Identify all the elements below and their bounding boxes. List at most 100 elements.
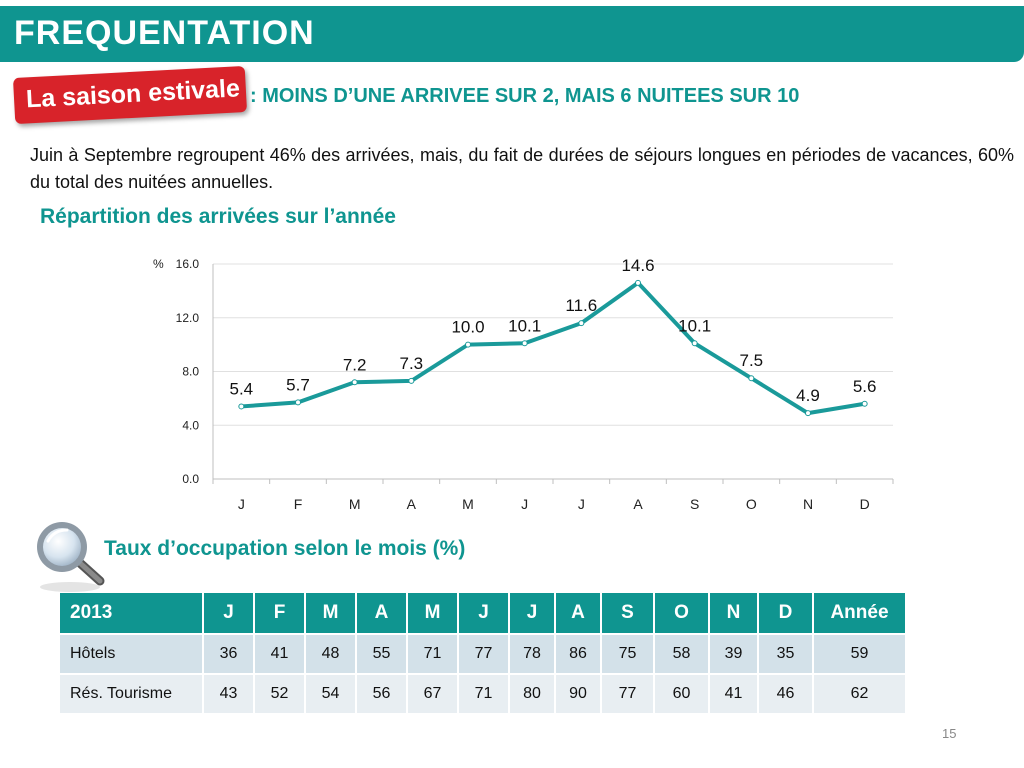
header-cell: J bbox=[204, 593, 255, 633]
table-row: Rés. Tourisme 43 52 54 56 67 71 80 90 77… bbox=[60, 673, 907, 713]
header-cell: N bbox=[710, 593, 759, 633]
header-cell: Année bbox=[814, 593, 907, 633]
table-cell: 41 bbox=[710, 673, 759, 713]
header-cell: A bbox=[357, 593, 408, 633]
header-cell: M bbox=[306, 593, 357, 633]
header-cell: J bbox=[459, 593, 510, 633]
table-cell: 52 bbox=[255, 673, 306, 713]
table-cell: 71 bbox=[459, 673, 510, 713]
header-bar: FREQUENTATION bbox=[0, 6, 1024, 62]
header-cell: A bbox=[556, 593, 602, 633]
table-cell: 75 bbox=[602, 633, 655, 673]
header-cell: F bbox=[255, 593, 306, 633]
data-point bbox=[295, 399, 301, 406]
table-cell: 58 bbox=[655, 633, 710, 673]
table-cell: 54 bbox=[306, 673, 357, 713]
page-title: FREQUENTATION bbox=[14, 14, 315, 52]
table-cell: 59 bbox=[814, 633, 907, 673]
x-tick-label: A bbox=[407, 496, 417, 512]
data-point bbox=[748, 375, 755, 382]
table-cell: 62 bbox=[814, 673, 907, 713]
data-label: 14.6 bbox=[621, 256, 654, 275]
data-point bbox=[238, 403, 245, 410]
data-point bbox=[805, 410, 811, 417]
header-cell: O bbox=[655, 593, 710, 633]
y-axis-unit-label: % bbox=[153, 257, 164, 271]
header-cell: M bbox=[408, 593, 459, 633]
table-cell: 60 bbox=[655, 673, 710, 713]
x-tick-label: N bbox=[803, 496, 813, 512]
row-label: Rés. Tourisme bbox=[60, 673, 204, 713]
data-label: 10.1 bbox=[678, 316, 711, 335]
data-label: 5.6 bbox=[853, 377, 877, 396]
table-cell: 46 bbox=[759, 673, 814, 713]
y-tick-label: 12.0 bbox=[176, 311, 200, 325]
x-tick-label: J bbox=[578, 496, 585, 512]
data-label: 5.4 bbox=[230, 379, 254, 398]
data-label: 4.9 bbox=[796, 386, 820, 405]
header-cell: J bbox=[510, 593, 556, 633]
table-cell: 55 bbox=[357, 633, 408, 673]
x-tick-label: A bbox=[633, 496, 643, 512]
data-point bbox=[465, 341, 471, 348]
data-point bbox=[408, 377, 415, 384]
table-cell: 39 bbox=[710, 633, 759, 673]
table-cell: 80 bbox=[510, 673, 556, 713]
data-label: 7.3 bbox=[400, 354, 424, 373]
x-tick-label: F bbox=[294, 496, 303, 512]
table-header-row: 2013 J F M A M J J A S O N D Année bbox=[60, 593, 907, 633]
chart-title: Répartition des arrivées sur l’année bbox=[40, 205, 396, 228]
x-tick-label: J bbox=[238, 496, 245, 512]
x-tick-label: S bbox=[690, 496, 699, 512]
season-banner: La saison estivale bbox=[12, 65, 248, 125]
data-point bbox=[691, 340, 698, 347]
x-tick-label: O bbox=[746, 496, 757, 512]
table-cell: 77 bbox=[602, 673, 655, 713]
data-label: 10.0 bbox=[451, 318, 484, 337]
series-line bbox=[239, 280, 867, 416]
table-cell: 56 bbox=[357, 673, 408, 713]
banner-label: La saison estivale bbox=[25, 74, 241, 114]
table-cell: 48 bbox=[306, 633, 357, 673]
row-label: Hôtels bbox=[60, 633, 204, 673]
header-cell: D bbox=[759, 593, 814, 633]
table-cell: 36 bbox=[204, 633, 255, 673]
table-cell: 35 bbox=[759, 633, 814, 673]
data-label: 5.7 bbox=[286, 375, 310, 394]
table-cell: 71 bbox=[408, 633, 459, 673]
data-label: 7.5 bbox=[740, 351, 764, 370]
arrivals-line-chart: 0.0 4.0 8.0 12.0 16.0% J F M A M J J A S O N D 5.4 5.7 7.2 7… bbox=[153, 256, 894, 512]
y-tick-label: 8.0 bbox=[182, 365, 199, 379]
x-tick-label: M bbox=[349, 496, 361, 512]
table-cell: 86 bbox=[556, 633, 602, 673]
intro-text: Juin à Septembre regroupent 46% des arri… bbox=[30, 145, 1014, 192]
table-cell: 43 bbox=[204, 673, 255, 713]
y-tick-label: 16.0 bbox=[176, 257, 200, 271]
page-number: 15 bbox=[942, 726, 957, 741]
data-point bbox=[861, 400, 868, 407]
data-label: 7.2 bbox=[343, 355, 367, 374]
headline: : MOINS D’UNE ARRIVEE SUR 2, MAIS 6 NUIT… bbox=[250, 85, 800, 107]
data-point bbox=[578, 320, 585, 327]
x-tick-label: D bbox=[860, 496, 870, 512]
header-cell: S bbox=[602, 593, 655, 633]
data-label: 11.6 bbox=[565, 296, 597, 315]
data-label: 10.1 bbox=[508, 316, 541, 335]
table-cell: 78 bbox=[510, 633, 556, 673]
data-point bbox=[351, 379, 358, 386]
header-cell: 2013 bbox=[60, 593, 204, 633]
table-cell: 41 bbox=[255, 633, 306, 673]
occupancy-table: 2013 J F M A M J J A S O N D Année Hôtel… bbox=[60, 593, 907, 713]
magnifier-icon bbox=[37, 522, 105, 592]
data-point bbox=[521, 340, 528, 347]
table-row: Hôtels 36 41 48 55 71 77 78 86 75 58 39 … bbox=[60, 633, 907, 673]
x-tick-label: J bbox=[521, 496, 528, 512]
table-cell: 77 bbox=[459, 633, 510, 673]
data-point bbox=[635, 279, 641, 286]
table-cell: 67 bbox=[408, 673, 459, 713]
x-tick-label: M bbox=[462, 496, 474, 512]
y-tick-label: 4.0 bbox=[182, 418, 199, 432]
occupancy-title: Taux d’occupation selon le mois (%) bbox=[104, 537, 466, 560]
table-cell: 90 bbox=[556, 673, 602, 713]
y-tick-label: 0.0 bbox=[182, 472, 199, 486]
